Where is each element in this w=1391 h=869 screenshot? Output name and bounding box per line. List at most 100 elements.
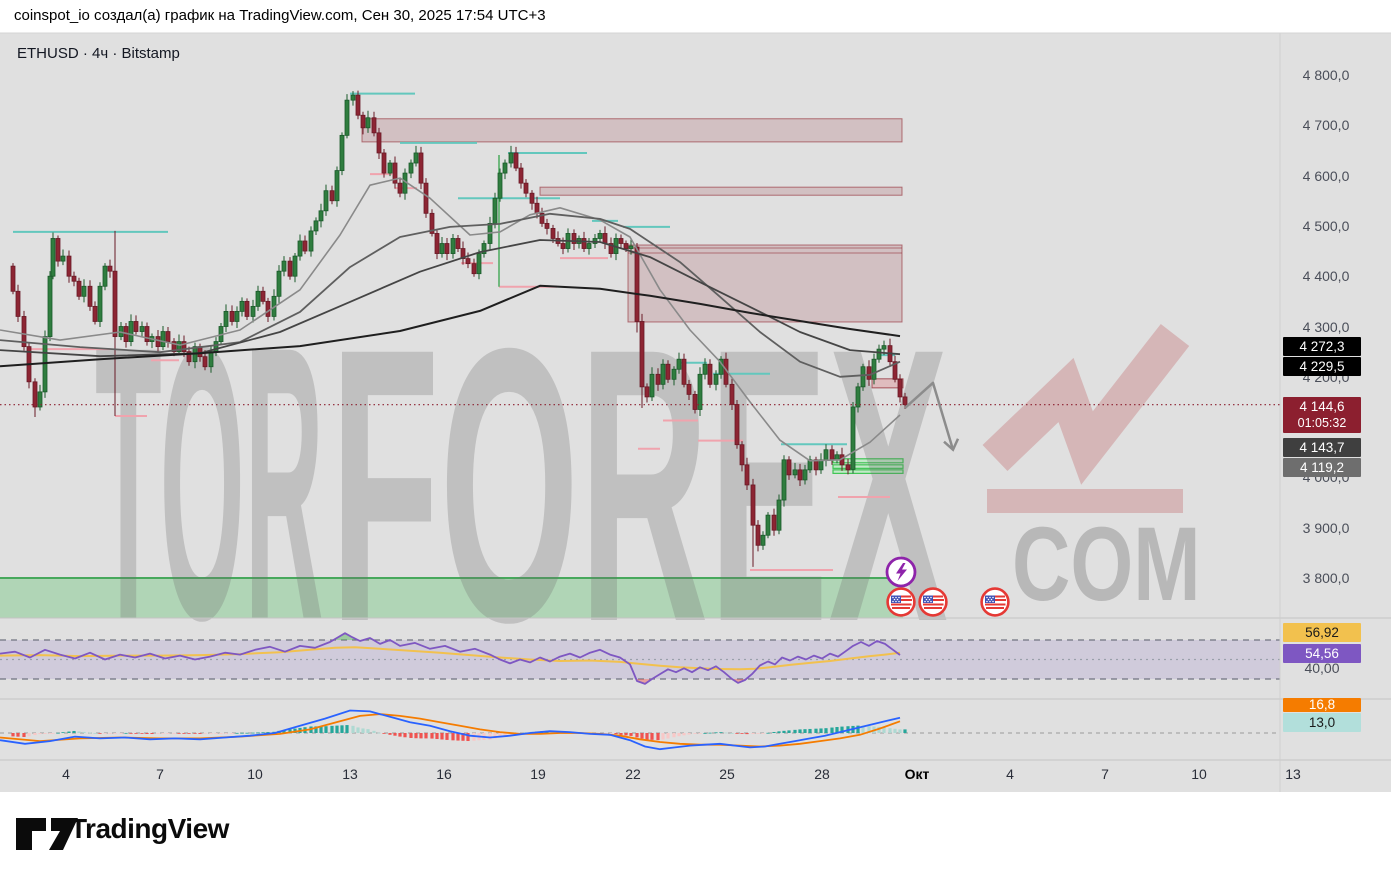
candle [586,243,592,249]
candle [318,210,324,222]
rsi-level-label: 40,00 [1304,660,1340,676]
macd-histogram-bar [330,725,334,733]
candle [771,514,777,531]
macd-histogram-bar [772,732,776,733]
candle [755,524,761,546]
candle [32,381,38,408]
candle [602,233,608,244]
candle [649,373,655,398]
candle [492,197,498,224]
macd-histogram-bar [38,733,42,735]
demand-bar[interactable] [832,464,904,469]
macd-histogram-bar [235,732,239,734]
macd-histogram-bar [67,731,71,733]
candle [102,265,108,287]
symbol-title[interactable]: ETHUSD · 4ч · Bitstamp [17,45,180,62]
candle [128,321,134,342]
macd-histogram-bar [624,733,628,736]
candle [855,386,861,408]
macd-histogram-bar [445,733,449,740]
demand-bar[interactable] [832,469,904,474]
candle [713,373,719,385]
macd-histogram-bar [103,733,107,734]
candle [260,290,266,302]
macd-histogram-bar [629,733,633,736]
candle [618,238,624,244]
us-flag-icon[interactable] [979,586,1011,623]
macd-histogram-bar [22,733,26,737]
candle [344,99,350,136]
macd-histogram-bar [635,733,639,738]
macd-histogram-bar [134,733,138,734]
macd-histogram-bar [419,733,423,739]
time-axis-label: 13 [342,766,358,782]
macd-histogram-bar [161,733,165,734]
tradingview-logo-icon[interactable] [14,810,80,854]
candle [429,212,435,234]
projection-arrowhead [943,438,960,452]
bar-countdown: 01:05:32 [1297,416,1347,430]
macd-histogram-bar [382,733,386,734]
macd-histogram-bar [124,732,128,734]
candle [692,394,698,410]
supply-zone[interactable] [539,186,903,196]
projection-arrow[interactable] [904,381,955,451]
price-axis-label: 4 300,0 [1302,318,1350,335]
macd-histogram-bar [150,733,154,735]
macd-histogram-bar [129,733,133,734]
macd-histogram-bar [745,733,749,735]
candle [339,134,345,171]
candle [239,300,245,312]
candle [818,459,824,471]
macd-histogram-bar [740,733,744,734]
candle [676,358,682,370]
demand-zone[interactable] [0,578,903,618]
macd-histogram-bar [488,733,492,740]
price-axis-label: 4 600,0 [1302,167,1350,184]
macd-histogram-bar [245,732,249,734]
lightning-icon[interactable] [884,555,918,594]
macd-histogram-bar [72,730,76,733]
price-axis-label: 4 400,0 [1302,268,1350,285]
macd-histogram-bar [335,725,339,733]
candle [597,233,603,239]
supply-zone[interactable] [361,118,903,143]
candle [171,341,177,353]
macd-histogram-bar [282,730,286,733]
last-price-badge: 4 144,6 01:05:32 [1283,397,1361,433]
candle [881,345,887,350]
us-flag-icon[interactable] [917,586,949,623]
us-flag-icon[interactable] [885,586,917,623]
tradingview-wordmark[interactable]: TradingView [70,813,229,844]
time-axis-label: 25 [719,766,735,782]
macd-histogram-bar [461,733,465,741]
macd-histogram-bar [888,728,892,733]
candle [497,172,503,199]
candle [802,469,808,481]
svg-text:FOREX: FOREX [330,268,949,704]
candle [671,368,677,380]
candle [371,117,377,134]
time-axis-label: 28 [814,766,830,782]
macd-histogram-bar [498,733,502,738]
candle [408,162,414,174]
candle [355,94,361,116]
macd-histogram-bar [177,733,181,734]
candle [702,363,708,375]
candle [744,464,750,486]
macd-histogram-bar [51,733,55,734]
time-axis-label: Окт [904,766,930,782]
candle [139,326,145,332]
candle [860,366,866,388]
macd-histogram-bar [414,733,418,739]
macd-histogram-bar [735,733,739,734]
macd-histogram-bar [609,733,613,734]
candle [634,246,640,322]
minor-supply-box[interactable] [871,378,904,389]
macd-histogram-bar [172,733,176,734]
macd-histogram-bar [761,733,765,734]
macd-histogram-bar [319,726,323,733]
macd-histogram-bar [503,733,507,737]
candle [476,253,482,275]
